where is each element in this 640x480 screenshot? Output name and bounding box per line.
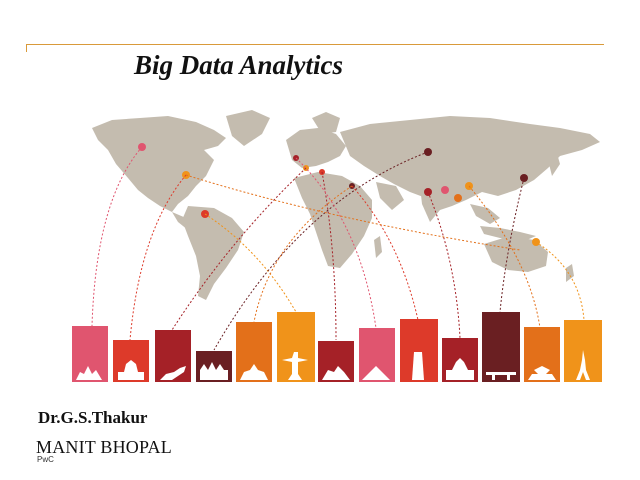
torii-gate-icon: [486, 372, 516, 380]
connector-line: [321, 171, 337, 341]
connector-line: [171, 167, 307, 331]
eiffel-tower-icon: [576, 350, 590, 380]
europe: [286, 128, 346, 168]
bar-11: [482, 312, 520, 382]
landmark-silhouettes: [76, 350, 590, 380]
connector-line: [468, 185, 541, 329]
leaning-tower-icon: [412, 352, 424, 380]
greenland: [226, 110, 270, 146]
pyramid-icon: [362, 366, 390, 380]
opera-house-icon: [322, 366, 350, 380]
palace-silhouette-icon: [76, 366, 102, 380]
north-america: [92, 116, 226, 212]
asia: [340, 116, 600, 210]
organization-name: MANIT BHOPAL: [36, 437, 172, 457]
connector-line: [295, 157, 377, 329]
pagoda-icon: [528, 366, 556, 380]
marker-pin-12: [454, 194, 462, 202]
author-name: Dr.G.S.Thakur: [38, 408, 148, 427]
bars: [72, 312, 602, 382]
connector-line: [253, 185, 353, 323]
kangaroo-icon: [160, 366, 186, 380]
connector-line: [213, 151, 429, 351]
japan: [548, 150, 560, 176]
arabia: [376, 182, 404, 210]
connector-lines: [91, 146, 585, 351]
india: [420, 186, 444, 222]
scandinavia: [312, 112, 340, 134]
connector-line: [204, 213, 297, 313]
top-rule: [26, 44, 604, 45]
cathedral-icon: [240, 364, 268, 380]
southeast-asia: [470, 204, 500, 224]
christ-statue-icon: [282, 352, 308, 380]
connector-line: [91, 146, 143, 327]
south-america: [182, 206, 244, 300]
footer-brand: PwC: [37, 455, 54, 464]
connector-line: [499, 177, 525, 313]
top-rule-tick: [26, 44, 27, 52]
connector-line: [351, 185, 419, 321]
slide-title: Big Data Analytics: [134, 50, 344, 80]
kremlin-icon: [200, 362, 228, 380]
australia: [484, 236, 548, 272]
marker-pin-10: [441, 186, 449, 194]
connector-line: [535, 241, 585, 321]
connector-line: [185, 174, 521, 251]
connector-line: [129, 174, 187, 341]
africa: [294, 172, 372, 268]
taj-mahal-icon: [446, 358, 474, 380]
madagascar: [374, 236, 382, 258]
connector-line: [427, 191, 461, 339]
new-zealand: [566, 264, 574, 282]
world-map: [92, 110, 600, 300]
capitol-dome-icon: [118, 360, 144, 380]
